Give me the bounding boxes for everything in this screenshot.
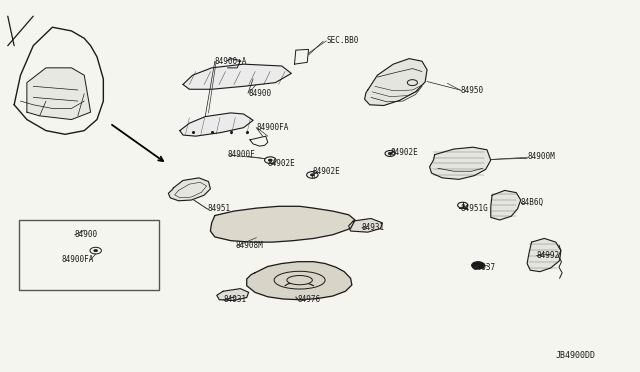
Polygon shape [168,178,211,201]
Circle shape [310,174,314,176]
Polygon shape [217,289,248,301]
Text: 84950: 84950 [460,86,483,94]
Text: 84937: 84937 [473,263,496,272]
Text: 84976: 84976 [298,295,321,304]
Text: 84902E: 84902E [312,167,340,176]
Text: SEC.BB0: SEC.BB0 [326,36,359,45]
Text: 84900: 84900 [75,230,98,239]
Polygon shape [183,64,291,89]
Text: 84B6Q: 84B6Q [521,198,544,207]
Polygon shape [41,222,124,249]
Polygon shape [246,262,352,300]
Polygon shape [365,59,427,106]
Circle shape [94,250,98,252]
Text: 84908M: 84908M [236,241,264,250]
Text: JB4900DD: JB4900DD [556,351,596,360]
Text: 84900M: 84900M [527,152,555,161]
Text: 84951G: 84951G [460,203,488,213]
Text: 84902E: 84902E [390,148,418,157]
Text: 84900FA: 84900FA [62,255,94,264]
Polygon shape [429,147,491,179]
Circle shape [388,153,392,155]
Polygon shape [14,27,103,134]
Bar [19,220,159,290]
Text: 84900F: 84900F [228,150,255,159]
Text: 84900: 84900 [248,89,272,98]
Circle shape [268,159,272,161]
Text: 84900FA: 84900FA [256,123,289,132]
Text: 84992: 84992 [537,251,560,260]
Circle shape [472,262,484,269]
Text: 84951: 84951 [207,204,230,214]
Polygon shape [180,113,253,136]
Text: 84902E: 84902E [268,158,296,168]
Text: 84931: 84931 [362,223,385,232]
Polygon shape [527,238,561,272]
Polygon shape [349,218,383,232]
Polygon shape [27,68,91,119]
Text: 84931: 84931 [223,295,246,304]
Ellipse shape [287,276,312,285]
Polygon shape [211,206,355,242]
Polygon shape [491,190,521,220]
Text: 84900+A: 84900+A [215,57,247,66]
